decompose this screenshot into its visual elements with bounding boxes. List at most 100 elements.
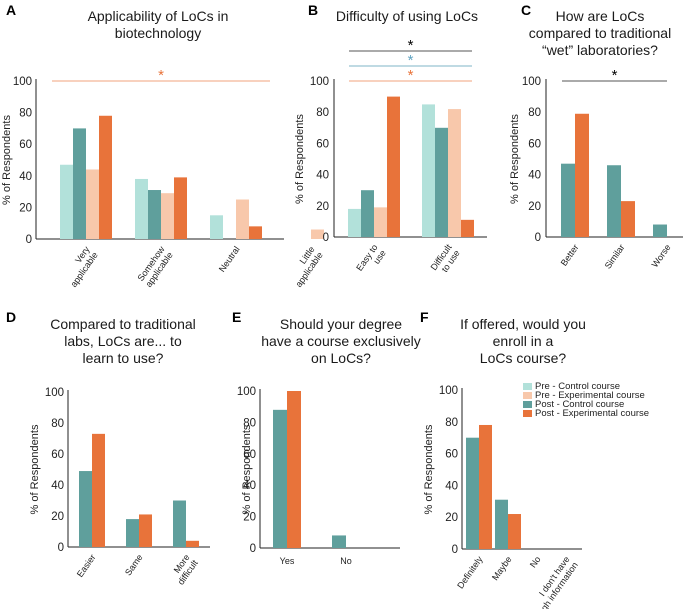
chart-title: LoCs course? xyxy=(480,350,567,366)
x-tick-label: Somehowapplicable xyxy=(135,244,175,289)
bar-pre-experimental xyxy=(161,193,174,239)
x-tick-label: Same xyxy=(123,552,145,577)
x-tick-label-line: Definitely xyxy=(455,554,485,590)
legend-swatch xyxy=(523,392,532,399)
bar-pre-control xyxy=(348,208,361,237)
legend-swatch xyxy=(523,401,532,408)
x-tick-label-line: Maybe xyxy=(490,554,514,582)
y-tick-label: 60 xyxy=(19,139,32,151)
bar-post-experimental xyxy=(92,433,105,547)
chart-title: Applicability of LoCs in xyxy=(88,8,229,24)
x-tick-label: Worse xyxy=(650,242,673,269)
chart-title: Should your degree xyxy=(280,316,402,332)
bar-post-control xyxy=(435,127,448,237)
bar-post-control xyxy=(607,165,621,237)
significance-star: * xyxy=(408,37,414,54)
bar-post-control xyxy=(466,437,479,549)
x-tick-label: No xyxy=(340,556,352,566)
y-axis-label: % of Respondents xyxy=(423,424,435,514)
bar-post-experimental xyxy=(249,226,262,239)
bar-post-control xyxy=(126,519,139,547)
chart-title: “wet” laboratories? xyxy=(542,42,658,58)
y-tick-label: 40 xyxy=(51,480,64,492)
chart-title: If offered, would you xyxy=(460,316,586,332)
legend-label: Post - Experimental course xyxy=(535,408,649,419)
x-tick-label-line: Similar xyxy=(603,242,627,270)
legend-swatch xyxy=(523,383,532,390)
panel-b: B Difficulty of using LoCs 0 20 40 60 80 100 % o… xyxy=(294,2,487,278)
chart-title: compared to traditional xyxy=(529,25,671,41)
bar-post-control xyxy=(273,409,287,548)
panel-letter: B xyxy=(308,2,318,18)
bar-post-experimental xyxy=(479,424,492,549)
chart-title: How are LoCs xyxy=(556,8,645,24)
y-axis-label: % of Respondents xyxy=(294,114,306,204)
x-tick-label: Moredifficult xyxy=(167,552,200,587)
x-tick-label: No xyxy=(528,554,543,569)
panel-letter: D xyxy=(6,309,16,325)
y-tick-label: 20 xyxy=(316,201,329,213)
y-tick-label: 40 xyxy=(316,170,329,182)
bar-post-control xyxy=(495,499,508,549)
chart-title: Compared to traditional xyxy=(50,316,196,332)
y-tick-label: 20 xyxy=(445,512,458,524)
bar-post-experimental xyxy=(508,514,521,549)
bar-post-control xyxy=(73,128,86,239)
bar-post-experimental xyxy=(461,219,474,237)
legend-label: Pre - Experimental course xyxy=(535,390,645,401)
x-tick-label: Littleapplicable xyxy=(285,244,325,289)
y-tick-label: 0 xyxy=(26,234,32,246)
panel-letter: F xyxy=(420,309,429,325)
bar-pre-control xyxy=(210,215,223,239)
y-tick-label: 80 xyxy=(19,108,32,120)
bar-post-experimental xyxy=(575,113,589,237)
bar-post-control xyxy=(79,471,92,547)
significance-star: * xyxy=(408,67,414,84)
y-tick-label: 0 xyxy=(535,232,541,244)
bar-post-experimental xyxy=(287,391,301,548)
bar-post-experimental xyxy=(621,201,635,237)
bar-post-control xyxy=(173,500,186,547)
x-tick-label: Maybe xyxy=(490,554,514,582)
x-tick-label: Neutral xyxy=(217,244,242,274)
bar-post-control xyxy=(148,190,161,239)
x-tick-label: Easy touse xyxy=(354,242,388,278)
chart-title: Difficulty of using LoCs xyxy=(336,8,478,24)
bar-post-control xyxy=(561,163,575,237)
bar-post-experimental xyxy=(186,540,199,547)
bar-post-control xyxy=(653,224,667,237)
significance-star: * xyxy=(408,52,414,69)
x-tick-label: Veryapplicable xyxy=(60,244,100,289)
bar-pre-control xyxy=(60,164,73,239)
y-tick-label: 0 xyxy=(58,542,64,554)
y-tick-label: 60 xyxy=(243,449,256,461)
chart-title: biotechnology xyxy=(115,25,201,41)
bar-pre-experimental xyxy=(236,199,249,239)
panel-letter: C xyxy=(521,2,531,18)
y-tick-label: 100 xyxy=(13,76,32,88)
y-tick-label: 100 xyxy=(439,385,458,397)
x-tick-label-line: Same xyxy=(123,552,145,577)
y-tick-label: 100 xyxy=(45,387,64,399)
y-axis-label: % of Respondents xyxy=(241,424,253,514)
panel-letter: A xyxy=(6,2,16,18)
chart-title: on LoCs? xyxy=(311,350,371,366)
y-tick-label: 60 xyxy=(445,449,458,461)
y-tick-label: 60 xyxy=(316,138,329,150)
x-tick-label: Yes xyxy=(280,556,295,566)
bar-pre-control xyxy=(135,178,148,239)
x-tick-label: Easier xyxy=(75,552,98,579)
y-tick-label: 80 xyxy=(243,417,256,429)
y-tick-label: 40 xyxy=(243,480,256,492)
y-tick-label: 0 xyxy=(323,232,329,244)
y-tick-label: 40 xyxy=(445,480,458,492)
bar-post-experimental xyxy=(174,177,187,239)
chart-title: learn to use? xyxy=(83,350,164,366)
bar-pre-experimental xyxy=(311,229,324,239)
